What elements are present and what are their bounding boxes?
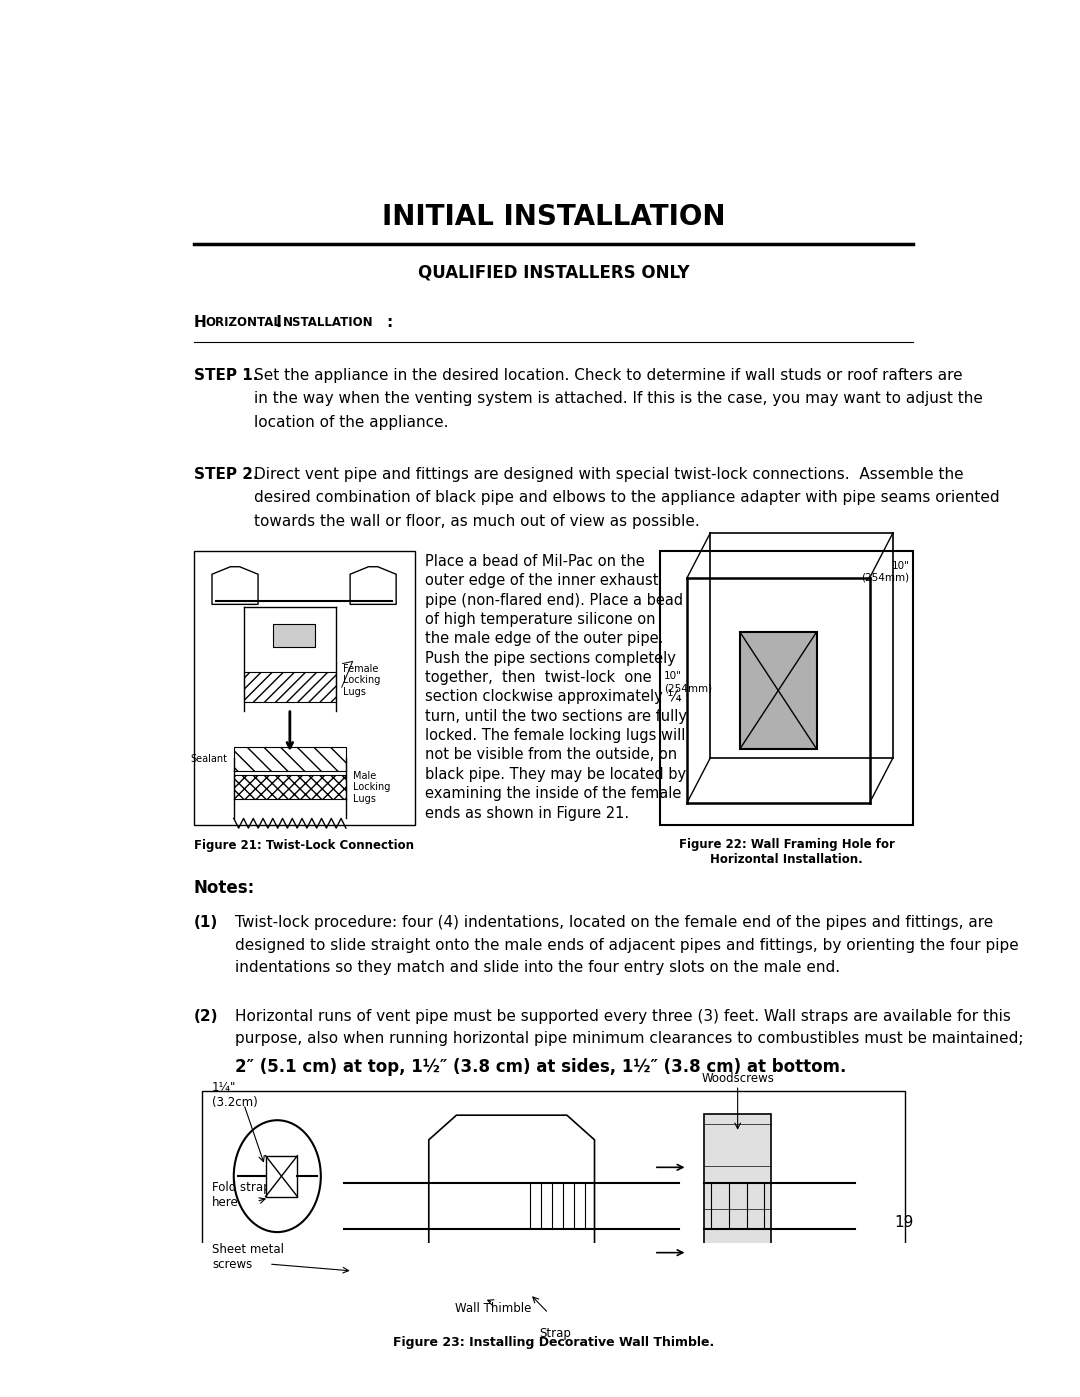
Text: Sheet metal
screws: Sheet metal screws [212,1243,284,1271]
Text: Horizontal runs of vent pipe must be supported every three (3) feet. Wall straps: Horizontal runs of vent pipe must be sup… [235,1009,1011,1024]
Text: Male
Locking
Lugs: Male Locking Lugs [352,771,390,803]
Text: towards the wall or floor, as much out of view as possible.: towards the wall or floor, as much out o… [254,514,700,529]
Text: Twist-lock procedure: four (4) indentations, located on the female end of the pi: Twist-lock procedure: four (4) indentati… [235,915,994,930]
Text: ORIZONTAL: ORIZONTAL [205,316,281,330]
Text: not be visible from the outside, on: not be visible from the outside, on [426,747,677,763]
Text: examining the inside of the female: examining the inside of the female [426,787,681,800]
Text: Figure 21: Twist-Lock Connection: Figure 21: Twist-Lock Connection [194,838,415,852]
Text: section clockwise approximately ¼: section clockwise approximately ¼ [426,689,681,704]
Text: I: I [271,314,282,330]
Text: pipe (non-flared end). Place a bead: pipe (non-flared end). Place a bead [426,592,684,608]
Bar [202,1091,905,1322]
Text: Female
Locking
Lugs: Female Locking Lugs [342,664,380,697]
Text: 2″ (5.1 cm) at top, 1½″ (3.8 cm) at sides, 1½″ (3.8 cm) at bottom.: 2″ (5.1 cm) at top, 1½″ (3.8 cm) at side… [235,1059,847,1076]
Text: purpose, also when running horizontal pipe minimum clearances to combustibles mu: purpose, also when running horizontal pi… [235,1031,1024,1046]
Text: Direct vent pipe and fittings are designed with special twist-lock connections. : Direct vent pipe and fittings are design… [254,467,963,482]
Text: 10"
(254mm): 10" (254mm) [861,562,909,583]
Bar [233,775,346,799]
Text: outer edge of the inner exhaust: outer edge of the inner exhaust [426,573,659,588]
Text: NSTALLATION: NSTALLATION [283,316,374,330]
Text: Woodscrews: Woodscrews [701,1073,774,1085]
Text: Sealant: Sealant [190,754,227,764]
Text: STEP 1.: STEP 1. [193,367,258,383]
Text: Figure 23: Installing Decorative Wall Thimble.: Figure 23: Installing Decorative Wall Th… [393,1336,714,1350]
Text: designed to slide straight onto the male ends of adjacent pipes and fittings, by: designed to slide straight onto the male… [235,937,1020,953]
Bar [266,1155,297,1197]
Text: 19: 19 [894,1215,914,1231]
Text: INITIAL INSTALLATION: INITIAL INSTALLATION [381,203,726,231]
Bar [704,1113,771,1303]
Text: H: H [193,314,206,330]
Text: black pipe. They may be located by: black pipe. They may be located by [426,767,687,782]
Text: 10"
(254mm): 10" (254mm) [664,672,712,693]
Text: Strap: Strap [539,1327,571,1340]
Text: desired combination of black pipe and elbows to the appliance adapter with pipe : desired combination of black pipe and el… [254,490,999,506]
Bar [244,672,336,703]
Bar [660,550,914,824]
Bar [233,747,346,771]
Text: ends as shown in Figure 21.: ends as shown in Figure 21. [426,806,630,820]
Text: location of the appliance.: location of the appliance. [254,415,448,430]
Text: (1): (1) [193,915,218,930]
Bar [273,623,315,647]
Text: together,  then  twist-lock  one: together, then twist-lock one [426,671,652,685]
Text: STEP 2.: STEP 2. [193,467,258,482]
Text: the male edge of the outer pipe.: the male edge of the outer pipe. [426,631,664,647]
Text: Wall Thimble: Wall Thimble [455,1302,531,1316]
Text: (2): (2) [193,1009,218,1024]
Text: Fold strap
here: Fold strap here [212,1180,271,1208]
Text: 1¼"
(3.2cm): 1¼" (3.2cm) [212,1081,258,1109]
Text: turn, until the two sections are fully: turn, until the two sections are fully [426,708,688,724]
Text: QUALIFIED INSTALLERS ONLY: QUALIFIED INSTALLERS ONLY [418,264,689,281]
Text: of high temperature silicone on: of high temperature silicone on [426,612,656,627]
Text: locked. The female locking lugs will: locked. The female locking lugs will [426,728,686,743]
Text: Notes:: Notes: [193,879,255,897]
Text: in the way when the venting system is attached. If this is the case, you may wan: in the way when the venting system is at… [254,391,983,407]
Bar [193,550,416,824]
Text: indentations so they match and slide into the four entry slots on the male end.: indentations so they match and slide int… [235,960,840,975]
Text: Figure 22: Wall Framing Hole for
Horizontal Installation.: Figure 22: Wall Framing Hole for Horizon… [678,838,894,866]
Text: Push the pipe sections completely: Push the pipe sections completely [426,651,676,665]
Bar [740,631,816,749]
Text: :: : [387,314,392,330]
Text: Set the appliance in the desired location. Check to determine if wall studs or r: Set the appliance in the desired locatio… [254,367,962,383]
Text: Place a bead of Mil-Pac on the: Place a bead of Mil-Pac on the [426,553,645,569]
